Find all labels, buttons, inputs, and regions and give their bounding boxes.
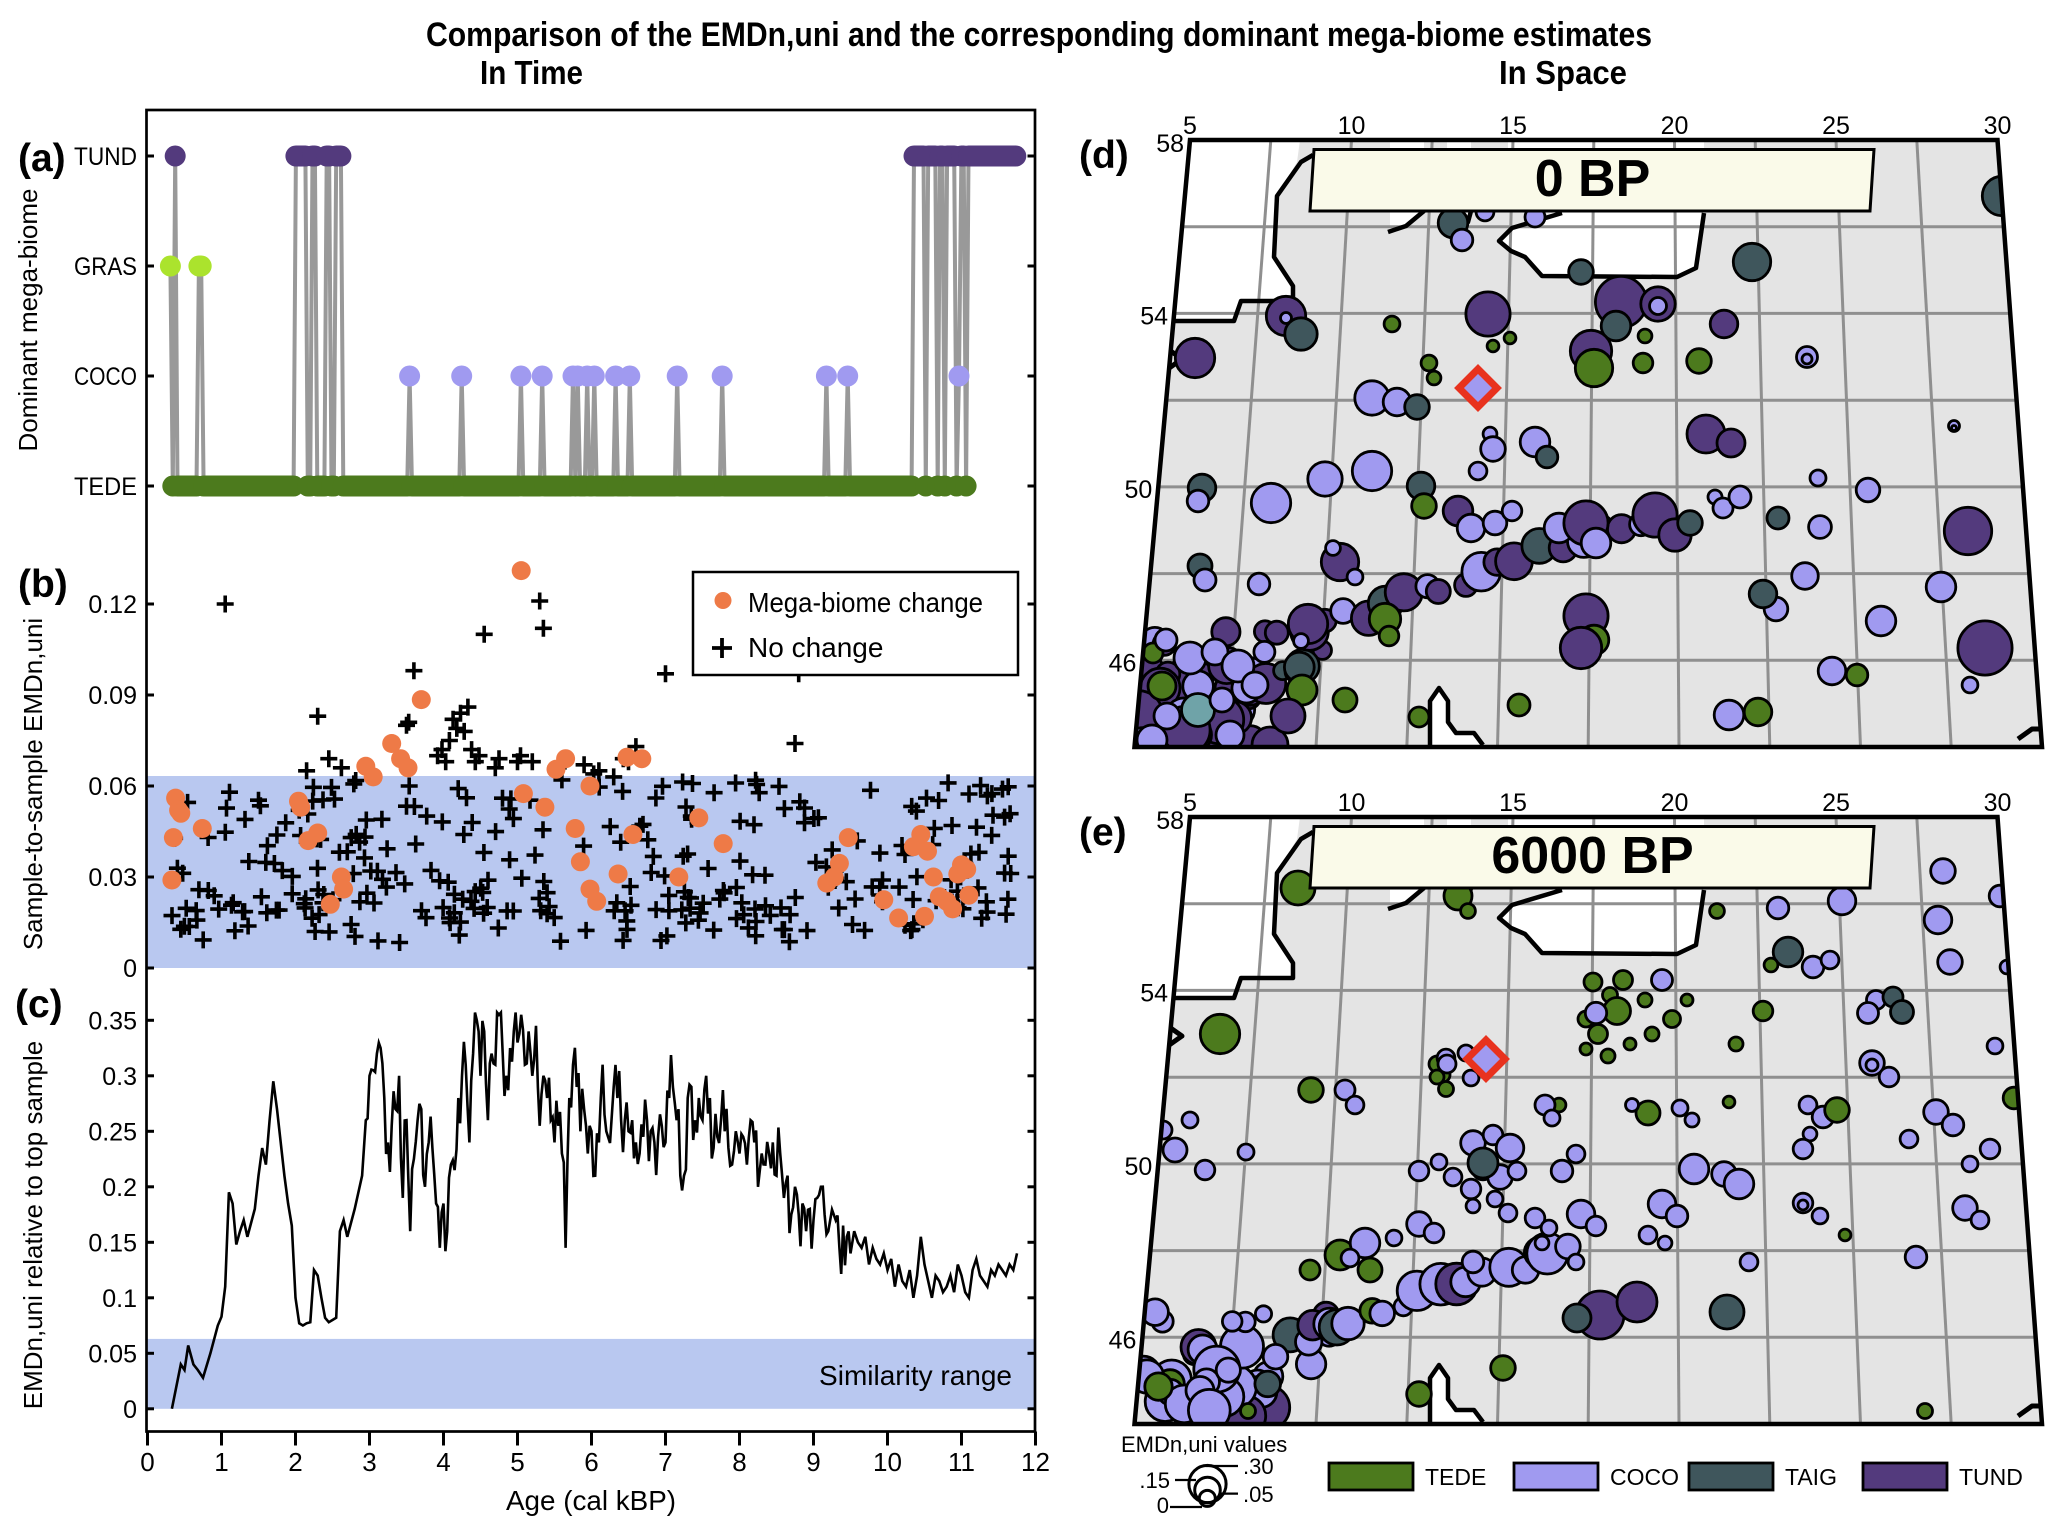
svg-text:Mega-biome change: Mega-biome change xyxy=(748,587,983,618)
svg-text:11: 11 xyxy=(948,1447,975,1477)
svg-text:25: 25 xyxy=(1822,789,1850,817)
svg-text:58: 58 xyxy=(1156,130,1184,158)
svg-text:0.05: 0.05 xyxy=(88,1340,137,1368)
svg-text:54: 54 xyxy=(1140,979,1168,1007)
svg-text:.30: .30 xyxy=(1243,1454,1274,1479)
svg-text:(b): (b) xyxy=(18,563,68,606)
svg-text:No change: No change xyxy=(748,632,883,663)
svg-text:0: 0 xyxy=(123,1396,137,1424)
svg-text:EMDn,uni values: EMDn,uni values xyxy=(1121,1432,1287,1457)
svg-text:.15: .15 xyxy=(1139,1468,1170,1493)
svg-text:0: 0 xyxy=(1157,1493,1169,1518)
svg-text:0.3: 0.3 xyxy=(102,1063,137,1091)
svg-text:54: 54 xyxy=(1140,302,1168,330)
svg-text:0.25: 0.25 xyxy=(88,1118,137,1146)
svg-text:(d): (d) xyxy=(1079,134,1129,177)
svg-text:Comparison of the EMDn,uni and: Comparison of the EMDn,uni and the corre… xyxy=(426,16,1652,54)
svg-text:GRAS: GRAS xyxy=(74,253,137,281)
svg-text:COCO: COCO xyxy=(74,363,137,391)
svg-text:TEDE: TEDE xyxy=(1425,1464,1486,1490)
svg-text:0 BP: 0 BP xyxy=(1535,150,1651,208)
svg-text:Dominant mega-biome: Dominant mega-biome xyxy=(13,188,43,451)
svg-text:2: 2 xyxy=(288,1447,302,1477)
svg-text:Sample-to-sample EMDn,uni: Sample-to-sample EMDn,uni xyxy=(18,618,48,950)
svg-text:25: 25 xyxy=(1822,112,1850,140)
svg-text:0.35: 0.35 xyxy=(88,1007,137,1035)
svg-text:0.15: 0.15 xyxy=(88,1229,137,1257)
svg-text:(a): (a) xyxy=(18,137,66,180)
svg-text:TAIG: TAIG xyxy=(1785,1464,1837,1490)
svg-text:30: 30 xyxy=(1984,112,2012,140)
svg-text:Similarity range: Similarity range xyxy=(819,1360,1012,1391)
svg-text:1: 1 xyxy=(214,1447,228,1477)
svg-text:50: 50 xyxy=(1124,1153,1152,1181)
svg-text:50: 50 xyxy=(1124,476,1152,504)
svg-text:5: 5 xyxy=(1183,112,1197,140)
svg-text:46: 46 xyxy=(1109,649,1137,677)
svg-text:15: 15 xyxy=(1499,789,1527,817)
svg-text:5: 5 xyxy=(510,1447,524,1477)
svg-text:TUND: TUND xyxy=(1959,1464,2023,1490)
svg-text:4: 4 xyxy=(436,1447,450,1477)
svg-text:Age (cal kBP): Age (cal kBP) xyxy=(506,1485,676,1516)
svg-text:In Time: In Time xyxy=(480,54,583,91)
svg-text:(c): (c) xyxy=(15,983,63,1026)
svg-text:0.2: 0.2 xyxy=(102,1174,137,1202)
svg-text:10: 10 xyxy=(1338,112,1366,140)
svg-text:.05: .05 xyxy=(1243,1482,1274,1507)
svg-text:6: 6 xyxy=(584,1447,598,1477)
svg-text:12: 12 xyxy=(1021,1447,1050,1477)
svg-text:0.03: 0.03 xyxy=(88,864,137,892)
svg-text:58: 58 xyxy=(1156,807,1184,835)
svg-text:0.09: 0.09 xyxy=(88,682,137,710)
svg-text:TUND: TUND xyxy=(74,143,137,171)
svg-text:46: 46 xyxy=(1109,1326,1137,1354)
svg-text:In Space: In Space xyxy=(1499,54,1627,91)
svg-text:0.12: 0.12 xyxy=(88,591,137,619)
svg-text:TEDE: TEDE xyxy=(74,473,137,501)
svg-text:10: 10 xyxy=(873,1447,902,1477)
svg-text:3: 3 xyxy=(362,1447,376,1477)
svg-text:COCO: COCO xyxy=(1610,1464,1679,1490)
svg-text:30: 30 xyxy=(1984,789,2012,817)
svg-text:20: 20 xyxy=(1661,789,1689,817)
svg-text:5: 5 xyxy=(1183,789,1197,817)
svg-text:0.1: 0.1 xyxy=(102,1285,137,1313)
svg-text:7: 7 xyxy=(658,1447,672,1477)
svg-text:10: 10 xyxy=(1338,789,1366,817)
svg-text:8: 8 xyxy=(732,1447,746,1477)
svg-text:0: 0 xyxy=(140,1447,154,1477)
svg-text:0.06: 0.06 xyxy=(88,773,137,801)
svg-text:6000 BP: 6000 BP xyxy=(1491,827,1693,885)
svg-text:(e): (e) xyxy=(1079,811,1127,854)
svg-text:EMDn,uni relative to top sampl: EMDn,uni relative to top sample xyxy=(18,1041,48,1410)
svg-text:15: 15 xyxy=(1499,112,1527,140)
svg-text:9: 9 xyxy=(806,1447,820,1477)
svg-text:20: 20 xyxy=(1661,112,1689,140)
svg-text:0: 0 xyxy=(123,955,137,983)
